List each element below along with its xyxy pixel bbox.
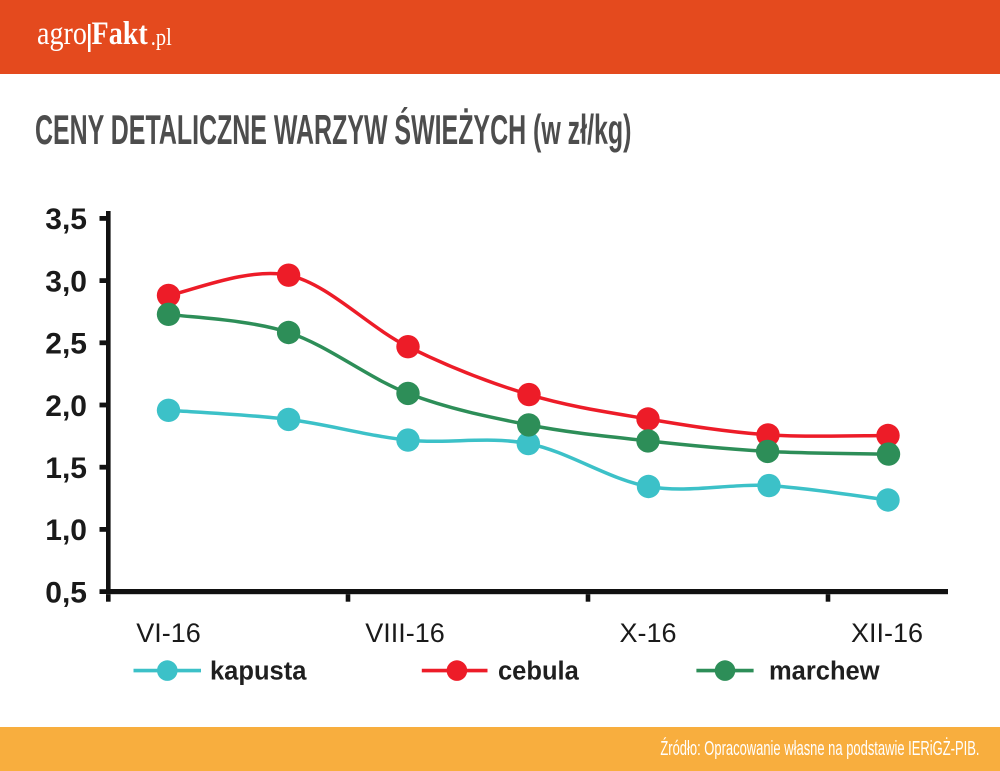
svg-text:VI-16: VI-16 <box>136 618 201 648</box>
svg-text:cebula: cebula <box>498 658 580 686</box>
svg-text:1,0: 1,0 <box>45 514 87 547</box>
svg-text:3,0: 3,0 <box>45 265 87 298</box>
svg-text:kapusta: kapusta <box>210 658 307 686</box>
svg-text:0,5: 0,5 <box>45 576 87 609</box>
svg-text:3,5: 3,5 <box>45 203 87 236</box>
svg-text:1,5: 1,5 <box>45 452 87 485</box>
svg-text:2,0: 2,0 <box>45 390 87 423</box>
svg-text:VIII-16: VIII-16 <box>365 618 445 648</box>
svg-text:X-16: X-16 <box>619 618 676 648</box>
svg-text:marchew: marchew <box>769 658 880 686</box>
svg-text:2,5: 2,5 <box>45 328 87 361</box>
svg-text:XII-16: XII-16 <box>851 618 923 648</box>
